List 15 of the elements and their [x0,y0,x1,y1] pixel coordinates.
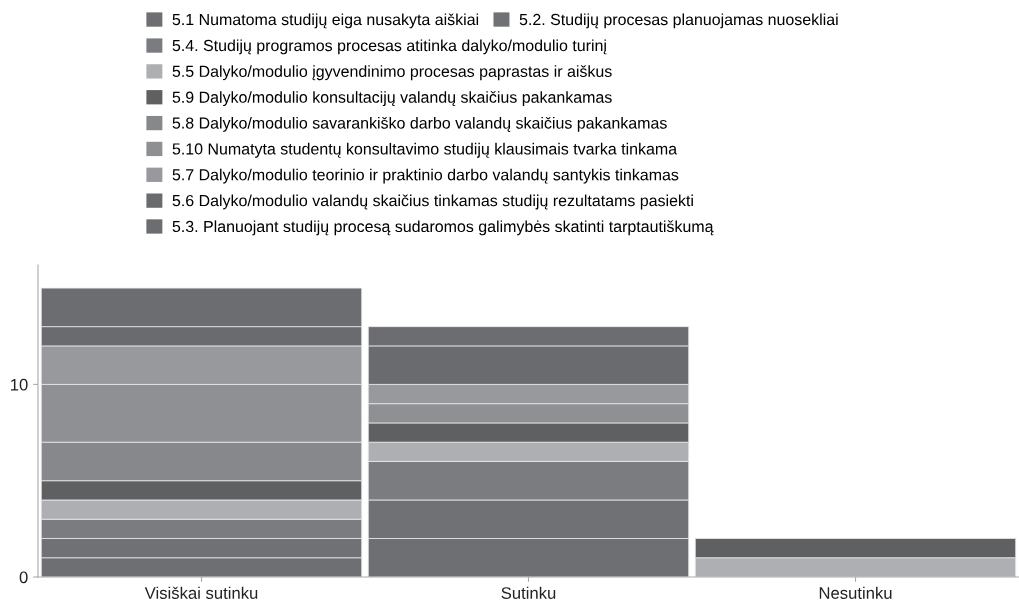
legend-label: 5.8 Dalyko/modulio savarankiško darbo valandų skaičius pakankamas [172,116,667,132]
legend-label: 5.7 Dalyko/modulio teorinio ir praktinio darbo valandų santykis tinkamas [172,168,679,184]
legend-label: 5.6 Dalyko/modulio valandų skaičius tinkamas studijų rezultatams pasiekti [172,194,693,210]
legend-label: 5.3. Planuojant studijų procesą sudaromos galimybės skatinti tarptautiškumą [172,220,714,236]
legend-label: 5.1 Numatoma studijų eiga nusakyta aiškiai [172,13,479,29]
legend-label: 5.9 Dalyko/modulio konsultacijų valandų skaičius pakankamas [172,91,612,107]
legend-label: 5.10 Numatyta studentų konsultavimo studijų klausimais tvarka tinkama [172,142,678,158]
legend-label: 5.5 Dalyko/modulio įgyvendinimo procesas paprastas ir aiškus [172,65,612,81]
legend-label: 5.2. Studijų procesas planuojamas nuosekliai [519,13,838,29]
x-tick-label: Nesutinku [819,586,892,599]
y-tick-label: 10 [11,378,28,391]
y-tick-label: 0 [19,571,28,584]
legend-label: 5.4. Studijų programos procesas atitinka dalyko/modulio turinį [172,39,607,55]
x-tick-label: Visiškai sutinku [144,586,258,599]
x-tick-label: Sutinku [501,586,556,599]
